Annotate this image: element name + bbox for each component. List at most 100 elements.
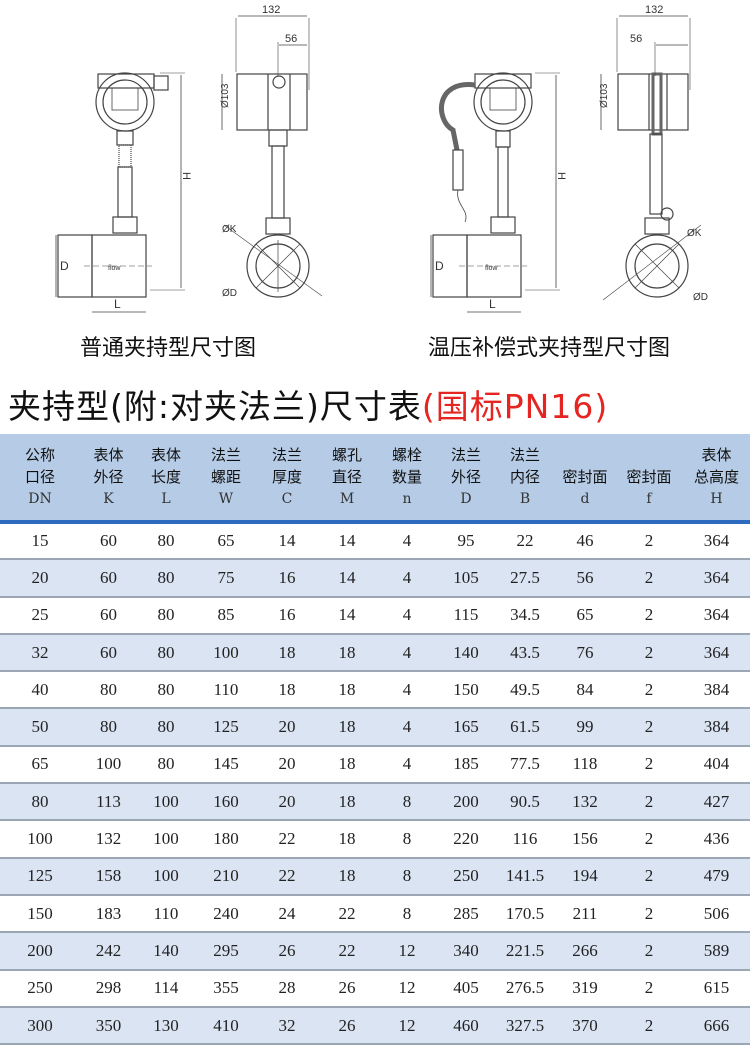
- dim-132-label: 132: [262, 4, 280, 16]
- cell-f: 2: [644, 531, 654, 551]
- cell-M: 18: [338, 754, 356, 774]
- cell-H: 364: [703, 605, 730, 625]
- cell-H: 384: [703, 717, 730, 737]
- table-row: 25 60 80 85 16 14 4 115 34.5 65 2 364: [0, 597, 750, 634]
- cell-L: 80: [157, 754, 175, 774]
- column-label: 螺孔: [331, 446, 362, 464]
- cell-H: 364: [703, 567, 730, 587]
- column-header-W: 法兰 螺距 W: [195, 434, 257, 522]
- cell-n: 4: [402, 567, 412, 587]
- transmitter-front-view: [57, 72, 169, 298]
- cell-L: 80: [157, 642, 175, 662]
- transmitter-side-view: [236, 73, 310, 298]
- cell-H: 666: [703, 1015, 730, 1035]
- column-code: K: [103, 491, 114, 507]
- cell-K: 350: [95, 1015, 122, 1035]
- caption-standard-clamp: 普通夹持型尺寸图: [80, 336, 257, 361]
- column-code: W: [218, 491, 234, 507]
- cell-C: 32: [278, 1015, 296, 1035]
- cell-n: 12: [398, 940, 416, 960]
- cell-K: 183: [95, 903, 122, 923]
- column-code: d: [580, 491, 590, 507]
- table-row: 80 113 100 160 20 18 8 200 90.5 132 2 427: [0, 783, 750, 821]
- cell-f: 2: [644, 605, 654, 625]
- cell-C: 22: [278, 866, 296, 886]
- cell-K: 298: [95, 978, 122, 998]
- table-row: 20 60 80 75 16 14 4 105 27.5 56 2 364: [0, 559, 750, 597]
- cell-f: 2: [644, 754, 654, 774]
- cell-n: 8: [402, 903, 412, 923]
- cell-W: 295: [213, 940, 239, 960]
- cell-DN: 100: [27, 829, 53, 849]
- cell-f: 2: [644, 978, 654, 998]
- page-title: 夹持型(附:对夹法兰)尺寸表(国标PN16): [8, 380, 608, 428]
- cell-D: 200: [453, 791, 479, 811]
- column-label: 螺距: [210, 468, 241, 486]
- cell-M: 26: [338, 1015, 356, 1035]
- drawing-compensated-clamp: flow H D L 132 56 Ø103 ØK ØD: [375, 0, 750, 320]
- cell-DN: 80: [31, 791, 49, 811]
- cell-f: 2: [644, 829, 654, 849]
- cell-DN: 32: [31, 642, 49, 662]
- column-label: 法兰: [450, 446, 481, 464]
- column-label: 公称: [24, 446, 55, 464]
- cell-DN: 65: [31, 754, 49, 774]
- table-row: 150 183 110 240 24 22 8 285 170.5 211 2 506: [0, 895, 750, 933]
- cell-f: 2: [644, 1015, 654, 1035]
- cell-H: 404: [703, 754, 730, 774]
- dim-k-label: ØK: [222, 224, 237, 235]
- cell-DN: 250: [27, 978, 53, 998]
- cell-M: 22: [338, 940, 356, 960]
- cell-C: 18: [278, 642, 296, 662]
- cell-f: 2: [644, 642, 654, 662]
- column-label: 内径: [509, 468, 540, 486]
- cell-d: 156: [572, 829, 598, 849]
- cell-n: 4: [402, 717, 412, 737]
- cell-H: 589: [703, 940, 730, 960]
- cell-W: 85: [217, 605, 235, 625]
- table-row: 50 80 80 125 20 18 4 165 61.5 99 2 384: [0, 708, 750, 746]
- cell-D: 150: [453, 679, 479, 699]
- column-label: 表体: [93, 446, 124, 464]
- cell-B: 43.5: [510, 642, 540, 662]
- cell-W: 160: [213, 791, 239, 811]
- column-header-B: 法兰 内径 B: [495, 434, 555, 522]
- cell-n: 4: [402, 531, 412, 551]
- table-header: 公称 口径 DN 表体 外径 K 表体 长度 L 法兰 螺距 W 法兰 厚度 C 螺孔 直径 M 螺栓 数量 n 法兰 外径…: [0, 434, 750, 522]
- caption-compensated-clamp: 温压补偿式夹持型尺寸图: [428, 336, 671, 361]
- cell-d: 76: [576, 642, 594, 662]
- column-code: n: [402, 491, 412, 507]
- cell-K: 60: [100, 642, 117, 662]
- cell-D: 250: [453, 866, 479, 886]
- column-label: 厚度: [271, 468, 302, 486]
- cell-d: 132: [572, 791, 598, 811]
- column-label: 螺栓: [391, 446, 422, 464]
- cell-M: 22: [338, 903, 356, 923]
- dim-h-label: H: [180, 172, 192, 180]
- column-code: C: [281, 491, 293, 507]
- cell-L: 130: [153, 1015, 179, 1035]
- column-label: [615, 444, 683, 466]
- cell-C: 18: [278, 679, 296, 699]
- cell-n: 4: [402, 754, 412, 774]
- cell-D: 105: [453, 567, 479, 587]
- column-label: 表体: [701, 446, 732, 464]
- cell-n: 4: [402, 679, 412, 699]
- cell-M: 18: [338, 642, 356, 662]
- cell-L: 110: [153, 903, 179, 923]
- column-label: [555, 444, 615, 466]
- cell-L: 114: [153, 978, 179, 998]
- dim-l-label: L: [489, 297, 496, 311]
- column-code: M: [339, 491, 355, 507]
- cell-H: 364: [703, 531, 730, 551]
- cell-f: 2: [644, 791, 654, 811]
- dim-l-label: L: [114, 297, 121, 311]
- cell-H: 384: [703, 679, 730, 699]
- cell-C: 20: [278, 754, 296, 774]
- column-header-DN: 公称 口径 DN: [0, 434, 80, 522]
- dimension-table: 公称 口径 DN 表体 外径 K 表体 长度 L 法兰 螺距 W 法兰 厚度 C 螺孔 直径 M 螺栓 数量 n 法兰 外径…: [0, 434, 750, 1045]
- cell-n: 12: [398, 1015, 416, 1035]
- cell-K: 132: [95, 829, 122, 849]
- cell-L: 80: [157, 567, 175, 587]
- cell-DN: 200: [27, 940, 53, 960]
